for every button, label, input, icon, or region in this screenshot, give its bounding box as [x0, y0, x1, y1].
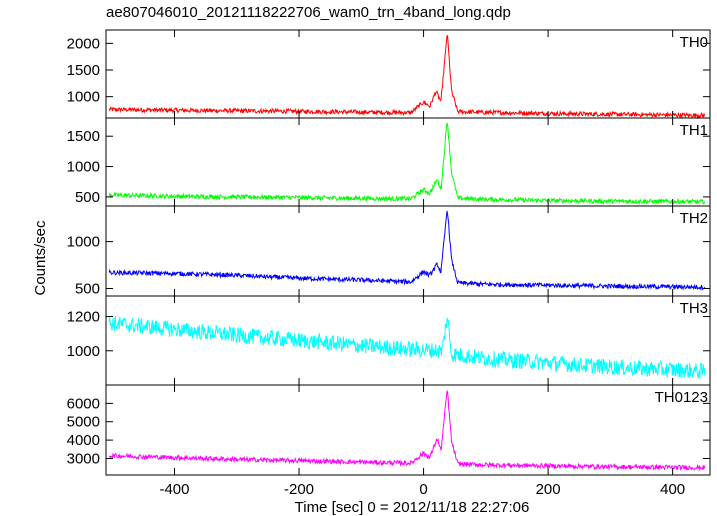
x-tick-label: 0: [419, 481, 427, 498]
panel-th3: 1000 1200 TH3: [67, 295, 711, 386]
series-line-th0123: [108, 390, 706, 472]
y-tick-label: 1000: [67, 234, 100, 251]
panel-label: TH0: [680, 34, 708, 51]
y-tick-label: 5000: [67, 414, 100, 431]
y-tick-label: 1500: [67, 62, 100, 79]
panel-th1: 500 1000 1500 TH1: [67, 117, 711, 207]
y-tick-label: 2000: [67, 35, 100, 52]
panel-th2: 500 1000 TH2: [67, 205, 711, 298]
y-tick-label: 500: [75, 189, 100, 206]
x-tick-label: -200: [284, 481, 314, 498]
y-tick-label: 3000: [67, 450, 100, 467]
panel-label: TH0123: [655, 389, 708, 406]
series-line-th2: [108, 210, 706, 291]
y-tick-label: 6000: [67, 395, 100, 412]
series-line-th1: [108, 122, 706, 206]
panel-frame: [105, 117, 711, 207]
x-tick-label: 200: [536, 481, 561, 498]
y-tick-label: 1000: [67, 343, 100, 360]
panel-frame: [105, 29, 711, 119]
y-tick-label: 1000: [67, 159, 100, 176]
panel-label: TH3: [680, 300, 708, 317]
panel-label: TH1: [680, 122, 708, 139]
series-line-th0: [108, 35, 706, 120]
y-tick-label: 500: [75, 281, 100, 298]
x-axis-label: Time [sec] 0 = 2012/11/18 22:27:06: [295, 499, 530, 516]
y-tick-label: 1200: [67, 309, 100, 326]
panel-label: TH2: [680, 210, 708, 227]
series-line-th3: [108, 316, 706, 380]
y-tick-label: 4000: [67, 432, 100, 449]
x-tick-label: -400: [159, 481, 189, 498]
y-axis-label: Counts/sec: [32, 220, 49, 296]
chart-title: ae807046010_20121118222706_wam0_trn_4ban…: [106, 4, 511, 21]
panel-th0: 1000 1500 2000 TH0: [67, 29, 711, 120]
y-tick-label: 1500: [67, 128, 100, 145]
x-tick-label: 400: [660, 481, 685, 498]
y-tick-label: 1000: [67, 89, 100, 106]
panel-frame: [105, 384, 711, 476]
